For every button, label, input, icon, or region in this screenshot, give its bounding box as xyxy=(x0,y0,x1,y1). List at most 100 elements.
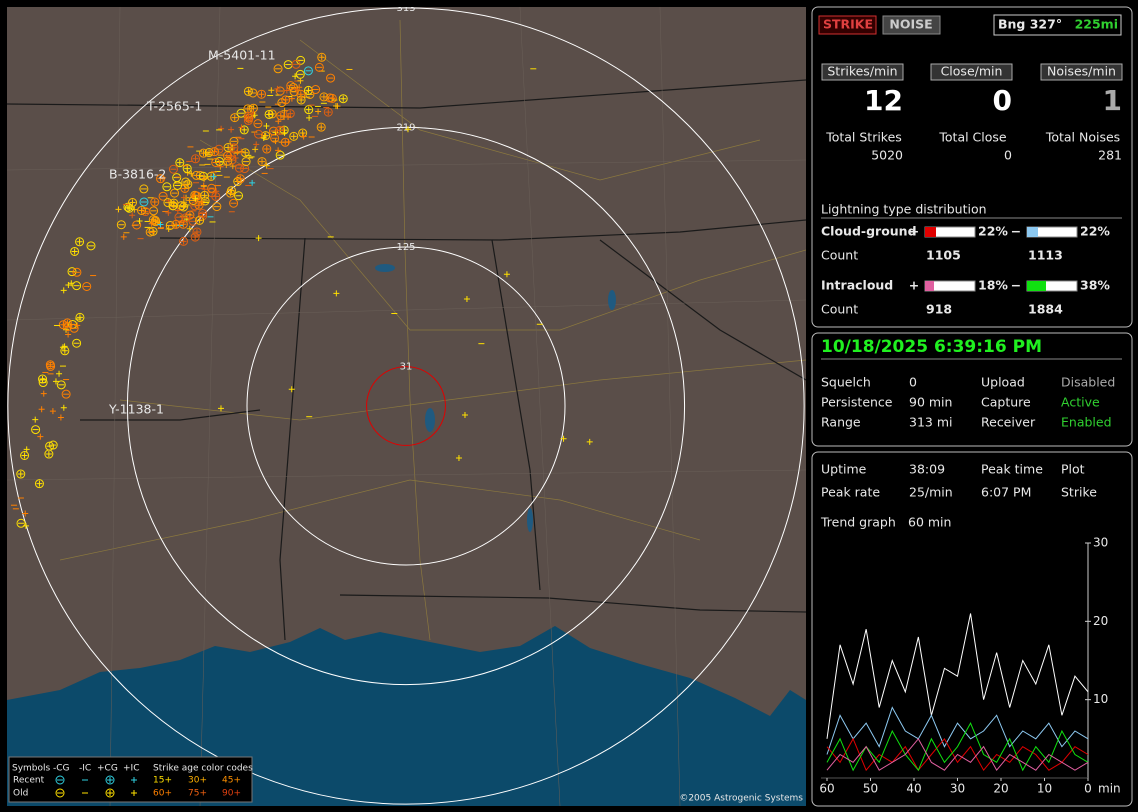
type-label: Intracloud xyxy=(821,278,893,293)
strike-symbol xyxy=(158,191,168,201)
strike-symbol xyxy=(267,109,277,119)
strike-sign xyxy=(45,451,52,458)
strike-symbol xyxy=(280,137,290,147)
strike-symbol xyxy=(32,416,39,423)
statistic-cell: Strike xyxy=(1061,485,1097,500)
strike-ring xyxy=(303,85,313,95)
legend-header: +IC xyxy=(123,764,139,774)
strike-symbol xyxy=(123,202,133,212)
strike-symbol xyxy=(120,233,127,240)
percent: 22% xyxy=(978,224,1008,239)
strike-symbol xyxy=(314,62,324,72)
strike-ring xyxy=(243,86,253,96)
strike-sign xyxy=(318,54,325,61)
legend-box xyxy=(8,756,253,803)
strike-ring xyxy=(248,88,258,98)
strike-sign xyxy=(23,446,30,453)
strike-sign xyxy=(228,187,235,194)
strike-symbol xyxy=(179,236,189,246)
station-label: B-3816-2 xyxy=(109,167,166,182)
strike-sign xyxy=(259,158,266,165)
status-cell: Squelch xyxy=(821,375,871,390)
strike-ring xyxy=(156,174,166,184)
strike-sign xyxy=(463,296,470,303)
strike-ring xyxy=(150,197,160,207)
strike-symbol xyxy=(243,86,253,96)
strike-symbol xyxy=(75,312,85,322)
percent: 38% xyxy=(1080,278,1110,293)
strike-symbols xyxy=(10,52,593,529)
strike-symbol xyxy=(171,219,181,229)
strike-ring xyxy=(16,469,26,479)
status-cell: Range xyxy=(821,415,861,430)
strike-symbol xyxy=(188,170,195,177)
strike-ring xyxy=(275,150,285,160)
strike-ring xyxy=(162,182,172,192)
strike-symbol xyxy=(264,109,274,119)
strike-symbol xyxy=(311,85,321,95)
strike-ring xyxy=(256,89,266,99)
strike-sign xyxy=(71,248,78,255)
strike-ring xyxy=(179,236,189,246)
strike-ring xyxy=(304,105,314,115)
strike-ring xyxy=(75,312,85,322)
strike-symbol xyxy=(163,198,173,208)
range-ring-label: 31 xyxy=(400,362,413,373)
count-label: Count xyxy=(821,248,858,263)
trend-line xyxy=(826,737,1089,772)
strike-ring xyxy=(210,147,220,157)
strike-ring xyxy=(191,154,201,164)
strike-symbol xyxy=(157,221,164,228)
strike-ring xyxy=(275,125,285,135)
strike-symbol xyxy=(268,87,275,94)
strike-sign xyxy=(238,124,245,131)
strike-ring xyxy=(264,109,274,119)
strike-sign xyxy=(49,408,56,415)
noise-button[interactable] xyxy=(882,15,941,35)
strike-button[interactable] xyxy=(818,15,877,35)
strike-symbol xyxy=(170,188,180,198)
strike-symbol xyxy=(234,191,244,201)
strike-ring xyxy=(243,104,253,114)
strike-symbol xyxy=(288,386,295,393)
status-cell: Enabled xyxy=(1061,415,1112,430)
strike-ring xyxy=(170,188,180,198)
strike-symbol xyxy=(148,220,155,227)
strike-symbol xyxy=(172,180,182,190)
statistic-cell: 38:09 xyxy=(909,462,945,477)
strike-sign xyxy=(184,165,191,172)
legend-header: -CG xyxy=(53,764,70,774)
strike-symbol xyxy=(48,440,58,450)
strike-sign xyxy=(282,139,289,146)
strike-ring xyxy=(285,109,295,119)
noise-button-label[interactable]: NOISE xyxy=(889,17,932,32)
strike-symbol xyxy=(256,89,266,99)
strike-ring xyxy=(16,518,26,528)
strike-symbol xyxy=(82,281,92,291)
strike-symbol xyxy=(303,85,313,95)
strike-sign xyxy=(176,159,183,166)
strike-symbol xyxy=(292,73,299,80)
distance: 225mi xyxy=(1075,17,1118,32)
strike-ring xyxy=(70,246,80,256)
strike-symbol xyxy=(16,518,26,528)
strike-sign xyxy=(165,225,172,232)
range-ring-label: 125 xyxy=(396,242,415,253)
station-label: M-5401-11 xyxy=(208,48,276,63)
rate-value: 1 xyxy=(1103,84,1122,117)
strike-symbol xyxy=(253,119,263,129)
strike-symbol xyxy=(275,125,285,135)
strike-symbol xyxy=(281,107,288,114)
strike-sign xyxy=(40,390,47,397)
legend-header: +CG xyxy=(97,764,118,774)
strike-ring xyxy=(314,62,324,72)
strike-symbol xyxy=(16,469,26,479)
status-cell: 90 min xyxy=(909,395,952,410)
sign: − xyxy=(1011,224,1021,239)
lakes xyxy=(375,264,616,532)
strike-button-label[interactable]: STRIKE xyxy=(823,17,873,32)
legend-header: Symbols xyxy=(12,764,51,774)
strike-symbol xyxy=(72,281,82,291)
strike-symbol xyxy=(333,290,340,297)
